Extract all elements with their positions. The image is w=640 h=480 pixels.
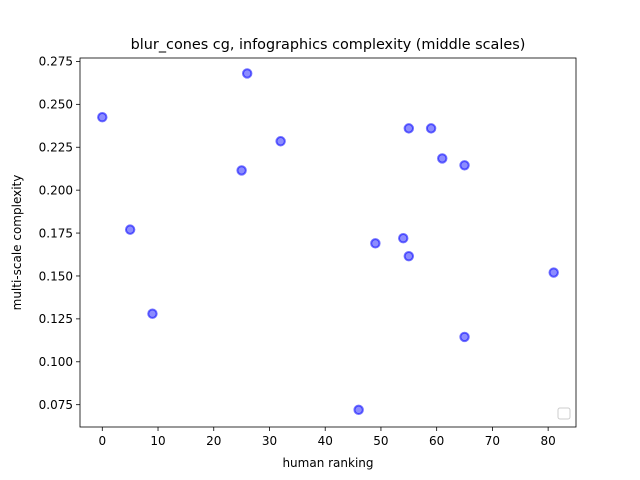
chart-title: blur_cones cg, infographics complexity (… <box>131 37 526 53</box>
data-point-14 <box>459 331 470 343</box>
y-tick-label-2: 0.125 <box>39 312 73 326</box>
x-tick-label-4: 40 <box>318 434 333 448</box>
x-tick-label-6: 60 <box>429 434 444 448</box>
data-points <box>97 68 559 416</box>
plot-frame <box>79 57 577 428</box>
data-point-9 <box>403 123 415 134</box>
x-tick-label-5: 50 <box>373 434 388 448</box>
data-point-10 <box>403 251 415 262</box>
x-tick-label-2: 20 <box>206 434 221 448</box>
data-point-7 <box>370 238 381 249</box>
data-point-13 <box>459 160 470 171</box>
x-tick-label-7: 70 <box>485 434 500 448</box>
x-tick-label-8: 80 <box>540 434 555 448</box>
x-tick-label-0: 0 <box>98 434 106 448</box>
data-point-4 <box>241 68 253 79</box>
y-tick-label-4: 0.175 <box>39 226 73 240</box>
legend-box <box>557 407 571 420</box>
data-point-5 <box>275 136 286 147</box>
y-tick-label-8: 0.275 <box>39 55 73 69</box>
data-point-2 <box>147 308 158 319</box>
data-point-11 <box>425 123 437 134</box>
y-axis-ticks: 0.075 0.100 0.125 0.150 0.175 0.200 0.225 0.250… <box>39 55 80 412</box>
x-tick-label-1: 10 <box>150 434 165 448</box>
y-tick-label-7: 0.250 <box>39 98 73 112</box>
x-tick-label-3: 30 <box>262 434 277 448</box>
x-axis-label: human ranking <box>282 456 373 470</box>
y-tick-label-6: 0.225 <box>39 141 73 155</box>
x-axis-ticks: 0 10 20 30 40 50 60 70 80 <box>98 427 556 448</box>
data-point-15 <box>548 267 559 278</box>
y-tick-label-5: 0.200 <box>39 183 73 197</box>
y-axis-label: multi-scale complexity <box>10 175 24 311</box>
data-point-12 <box>437 153 448 164</box>
data-point-8 <box>398 233 409 244</box>
y-tick-label-1: 0.100 <box>39 355 73 369</box>
data-point-1 <box>124 224 136 235</box>
data-point-0 <box>97 112 108 123</box>
y-tick-label-0: 0.075 <box>39 398 73 412</box>
data-point-3 <box>236 165 247 176</box>
data-point-6 <box>353 404 364 416</box>
y-tick-label-3: 0.150 <box>39 269 73 283</box>
